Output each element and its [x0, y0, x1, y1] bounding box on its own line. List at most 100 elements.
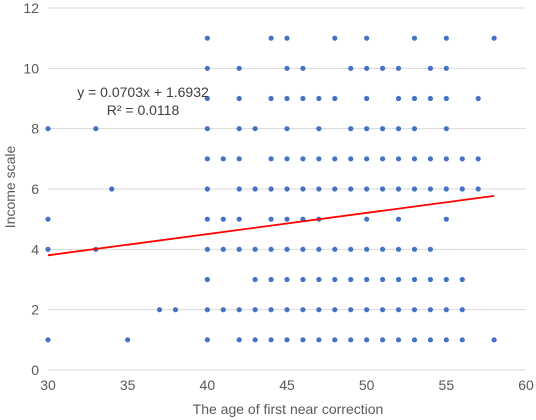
data-point	[268, 35, 274, 41]
data-point	[284, 246, 290, 252]
data-point	[204, 126, 210, 132]
data-point	[443, 126, 449, 132]
data-point	[284, 337, 290, 343]
data-point	[252, 276, 258, 283]
data-point	[332, 307, 338, 313]
data-point	[395, 276, 402, 283]
data-point	[300, 246, 306, 252]
data-point	[459, 337, 465, 343]
data-point	[380, 246, 386, 252]
data-point	[348, 307, 354, 313]
data-point	[459, 186, 465, 192]
data-point	[395, 337, 402, 343]
data-point	[395, 246, 402, 252]
data-point	[332, 156, 338, 162]
data-point	[443, 307, 449, 313]
data-point	[268, 276, 274, 283]
data-point	[316, 337, 322, 343]
data-point	[411, 307, 418, 313]
data-point	[316, 156, 322, 162]
y-tick-label: 12	[23, 0, 39, 16]
data-point	[364, 65, 370, 71]
data-point	[427, 156, 433, 162]
trendline-equation: y = 0.0703x + 1.6932	[77, 84, 209, 100]
data-point	[300, 95, 306, 102]
data-point	[332, 186, 338, 192]
data-point	[411, 156, 418, 162]
data-point	[491, 35, 497, 41]
x-axis-tick-labels: 30 35 40 45 50 55 60	[40, 377, 534, 393]
data-point	[475, 95, 481, 102]
data-point	[220, 246, 226, 252]
data-point	[252, 126, 258, 132]
data-point	[427, 276, 433, 283]
data-point	[332, 337, 338, 343]
data-point	[443, 35, 449, 41]
data-point	[300, 186, 306, 192]
data-point	[284, 307, 290, 313]
data-point	[252, 246, 258, 252]
data-point	[443, 216, 449, 222]
data-point	[45, 337, 51, 343]
data-point	[459, 276, 465, 283]
data-point	[411, 95, 418, 102]
data-point	[332, 276, 338, 283]
data-point	[236, 156, 242, 162]
y-tick-label: 2	[31, 302, 39, 318]
data-point	[427, 246, 433, 252]
data-point	[284, 35, 290, 41]
data-point	[332, 35, 338, 41]
y-tick-label: 4	[31, 241, 39, 257]
x-tick-label: 60	[518, 377, 534, 393]
data-point	[364, 95, 370, 102]
data-point	[45, 216, 51, 222]
data-point	[284, 65, 290, 71]
data-point	[348, 126, 354, 132]
data-points	[45, 35, 497, 343]
data-point	[93, 126, 99, 132]
data-point	[300, 156, 306, 162]
data-point	[395, 186, 402, 192]
data-point	[395, 95, 402, 102]
data-point	[284, 186, 290, 192]
data-point	[172, 307, 179, 313]
data-point	[45, 126, 51, 132]
data-point	[236, 307, 242, 313]
data-point	[316, 186, 322, 192]
data-point	[380, 65, 386, 71]
data-point	[268, 337, 274, 343]
data-point	[268, 186, 274, 192]
data-point	[348, 276, 354, 283]
data-point	[443, 186, 449, 192]
data-point	[348, 246, 354, 252]
data-point	[268, 156, 274, 162]
data-point	[443, 95, 449, 102]
data-point	[348, 65, 354, 71]
data-point	[348, 337, 354, 343]
data-point	[443, 65, 449, 71]
data-point	[204, 95, 210, 102]
data-point	[300, 307, 306, 313]
data-point	[204, 216, 210, 222]
data-point	[364, 337, 370, 343]
data-point	[427, 337, 433, 343]
data-point	[475, 156, 481, 162]
data-point	[459, 156, 465, 162]
data-point	[427, 307, 433, 313]
trendline-r-squared: R² = 0.0118	[107, 102, 180, 118]
data-point	[475, 186, 481, 192]
x-tick-label: 30	[40, 377, 56, 393]
data-point	[300, 65, 306, 71]
data-point	[380, 307, 386, 313]
data-point	[364, 216, 370, 222]
data-point	[220, 156, 226, 162]
data-point	[268, 95, 274, 102]
data-point	[284, 126, 290, 132]
data-point	[411, 246, 418, 252]
y-axis-tick-labels: 0 2 4 6 8 10 12	[23, 0, 39, 378]
x-tick-label: 45	[279, 377, 295, 393]
data-point	[204, 65, 210, 71]
data-point	[236, 65, 242, 71]
data-point	[204, 186, 210, 192]
